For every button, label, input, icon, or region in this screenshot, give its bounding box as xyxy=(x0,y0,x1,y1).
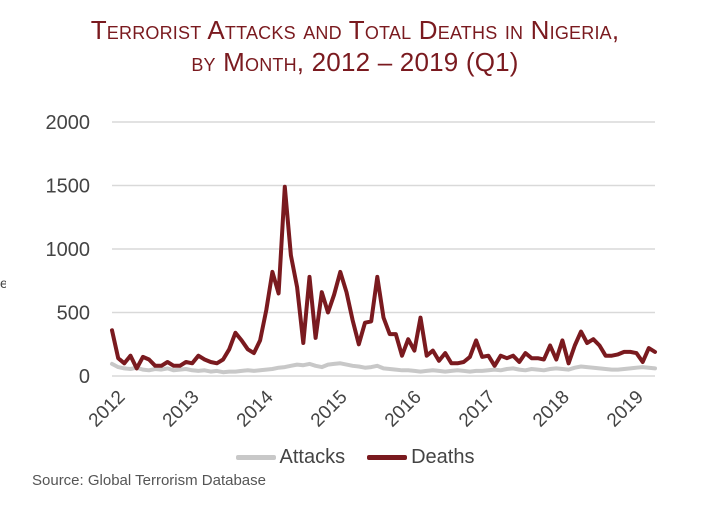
legend-item-deaths: Deaths xyxy=(367,446,474,469)
series-line-deaths xyxy=(110,184,657,371)
x-tick-label: 2017 xyxy=(455,387,500,432)
x-tick-label: 2015 xyxy=(307,387,352,432)
x-tick-label: 2013 xyxy=(159,387,204,432)
y-tick-label: 1000 xyxy=(46,239,91,261)
x-tick-label: 2012 xyxy=(85,387,130,432)
legend: Attacks Deaths xyxy=(0,446,710,469)
legend-item-attacks: Attacks xyxy=(235,446,346,469)
y-tick-label: 500 xyxy=(57,303,90,325)
cropped-text-fragment: e xyxy=(0,275,6,291)
y-tick-label: 0 xyxy=(79,366,90,388)
x-tick-label: 2014 xyxy=(233,386,278,431)
legend-label-deaths: Deaths xyxy=(411,446,475,468)
legend-swatch-attacks xyxy=(235,455,276,460)
x-tick-label: 2016 xyxy=(381,387,426,432)
chart-title-line-1: Terrorist Attacks and Total Deaths in Ni… xyxy=(90,15,620,45)
x-tick-label: 2018 xyxy=(529,387,574,432)
source-note: Source: Global Terrorism Database xyxy=(32,472,266,489)
x-tick-label: 2019 xyxy=(603,387,648,432)
y-tick-label: 1500 xyxy=(46,176,91,198)
chart-title: Terrorist Attacks and Total Deaths in Ni… xyxy=(0,14,710,78)
legend-swatch-deaths xyxy=(367,455,408,460)
chart-title-line-2: by Month, 2012 – 2019 (Q1) xyxy=(191,47,519,77)
y-tick-label: 2000 xyxy=(46,112,91,134)
legend-label-attacks: Attacks xyxy=(279,446,346,468)
